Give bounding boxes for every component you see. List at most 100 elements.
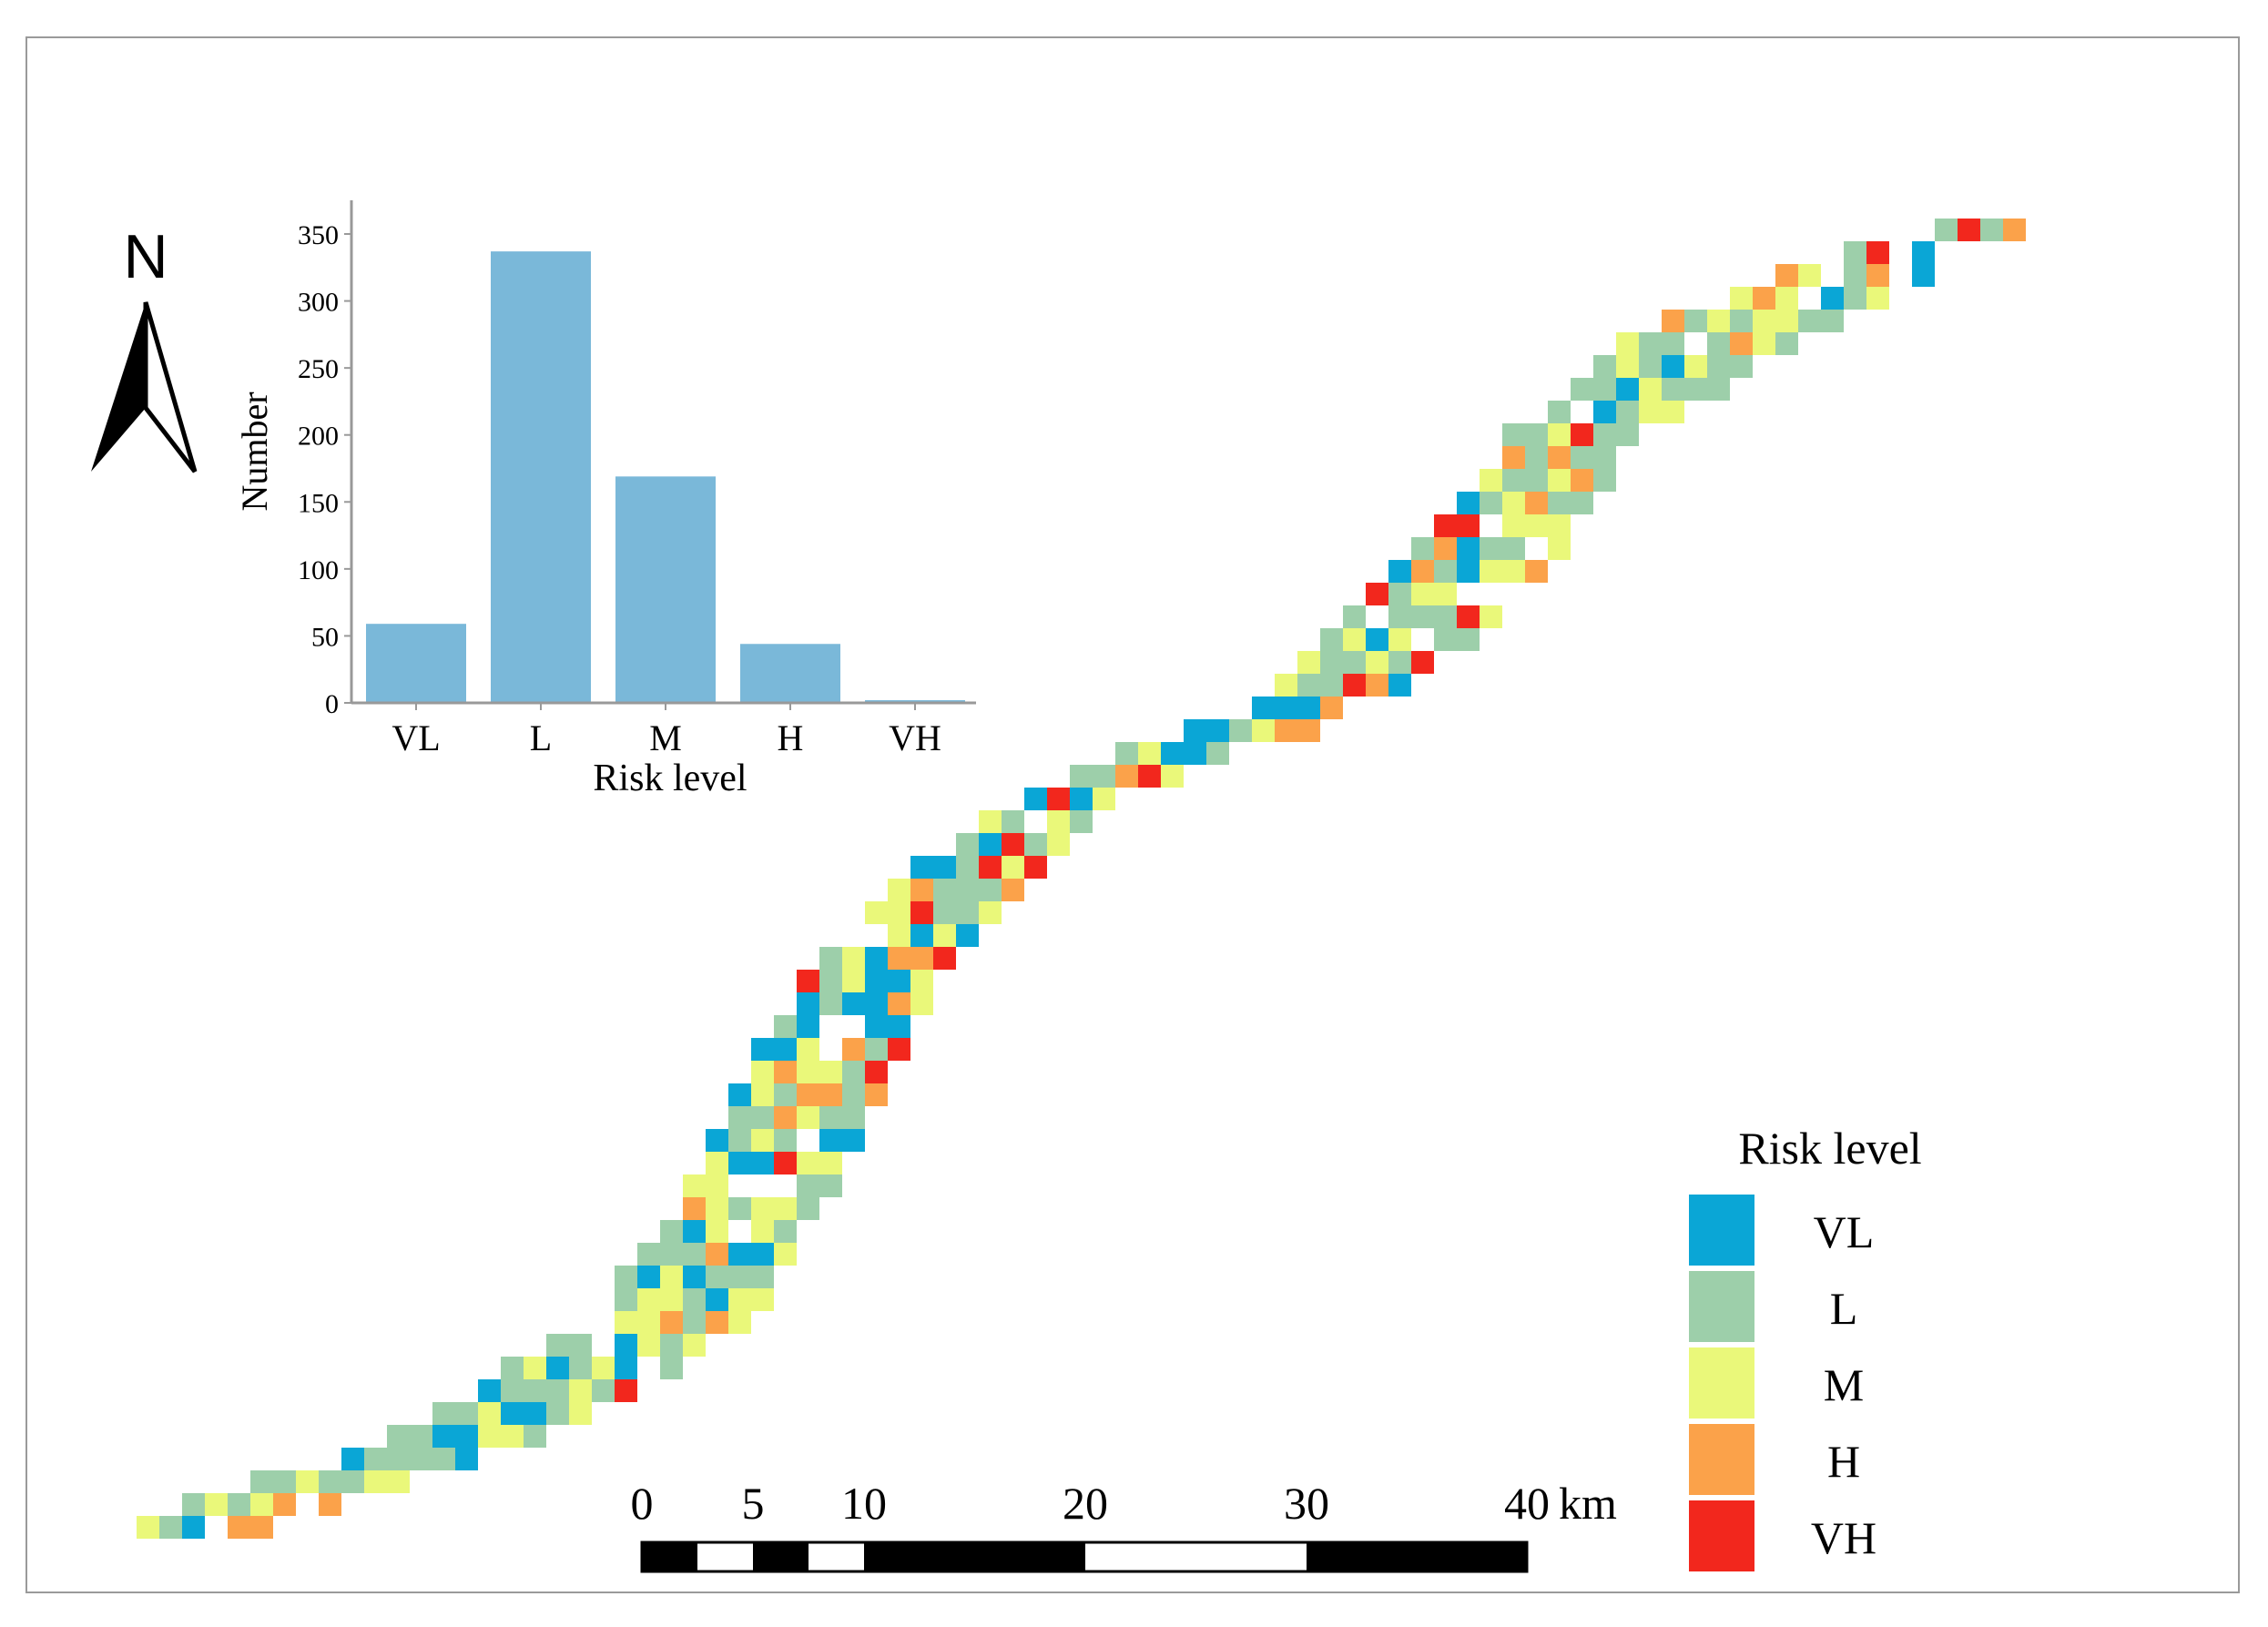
grid-cell — [706, 1266, 728, 1288]
grid-cell — [637, 1288, 660, 1311]
grid-cell — [660, 1334, 683, 1357]
north-label: N — [123, 222, 168, 291]
scale-bar: 0 5 10 20 30 40 km — [631, 1478, 1617, 1573]
grid-cell — [1093, 765, 1115, 788]
grid-cell — [1480, 469, 1502, 492]
grid-cell — [797, 1174, 819, 1197]
grid-cell — [1616, 355, 1639, 378]
grid-cell — [1844, 241, 1866, 264]
grid-cell — [1206, 742, 1229, 765]
grid-cell — [1320, 651, 1343, 674]
grid-cell — [1457, 537, 1480, 560]
grid-cell — [683, 1334, 706, 1357]
grid-cell — [1184, 742, 1206, 765]
grid-cell — [933, 901, 956, 924]
grid-cell — [797, 1015, 819, 1038]
grid-cell — [797, 992, 819, 1015]
grid-cell — [182, 1516, 205, 1539]
grid-cell — [1639, 332, 1662, 355]
grid-cell — [706, 1243, 728, 1266]
grid-cell — [273, 1493, 296, 1516]
grid-cell — [1002, 810, 1024, 833]
grid-cell — [1593, 378, 1616, 401]
legend-label-vl: VL — [1814, 1206, 1875, 1257]
grid-cell — [1571, 423, 1593, 446]
grid-cell — [819, 1106, 842, 1129]
grid-cell — [774, 1015, 797, 1038]
grid-cell — [1434, 628, 1457, 651]
grid-cell — [1753, 310, 1775, 332]
grid-cell — [478, 1402, 501, 1425]
grid-cell — [728, 1266, 751, 1288]
grid-cell — [751, 1106, 774, 1129]
y-tick-label: 100 — [298, 555, 339, 585]
grid-cell — [1775, 332, 1798, 355]
legend-swatch-l — [1689, 1271, 1754, 1342]
grid-cell — [546, 1334, 569, 1357]
grid-cell — [797, 1083, 819, 1106]
grid-cell — [1047, 810, 1070, 833]
grid-cell — [888, 879, 910, 901]
grid-cell — [364, 1470, 387, 1493]
grid-cell — [1502, 469, 1525, 492]
grid-cell — [1229, 719, 1252, 742]
grid-cell — [615, 1334, 637, 1357]
grid-cell — [1844, 287, 1866, 310]
grid-cell — [432, 1402, 455, 1425]
grid-cell — [569, 1379, 592, 1402]
scale-segment-5 — [864, 1542, 1085, 1571]
grid-cell — [1662, 310, 1684, 332]
grid-cell — [319, 1470, 341, 1493]
grid-cell — [660, 1220, 683, 1243]
grid-cell — [1548, 537, 1571, 560]
bar-l — [491, 251, 591, 703]
grid-cell — [524, 1425, 546, 1448]
grid-cell — [1821, 310, 1844, 332]
grid-cell — [774, 1038, 797, 1061]
grid-cell — [615, 1311, 637, 1334]
grid-cell — [1502, 560, 1525, 583]
grid-cell — [865, 970, 888, 992]
grid-cell — [1798, 264, 1821, 287]
grid-cell — [1297, 651, 1320, 674]
grid-cell — [842, 970, 865, 992]
grid-cell — [205, 1493, 228, 1516]
grid-cell — [1912, 264, 1935, 287]
x-axis-label: Risk level — [593, 758, 747, 799]
grid-cell — [615, 1379, 637, 1402]
x-tick-label: VH — [889, 717, 941, 758]
grid-cell — [1252, 697, 1275, 719]
grid-cell — [1707, 378, 1730, 401]
grid-cell — [706, 1288, 728, 1311]
grid-cell — [1593, 446, 1616, 469]
grid-cell — [1388, 651, 1411, 674]
grid-cell — [1275, 697, 1297, 719]
grid-cell — [250, 1493, 273, 1516]
grid-cell — [1206, 719, 1229, 742]
grid-cell — [501, 1402, 524, 1425]
grid-cell — [637, 1243, 660, 1266]
grid-cell — [1639, 355, 1662, 378]
grid-cell — [933, 856, 956, 879]
grid-cell — [1138, 765, 1161, 788]
grid-cell — [1343, 605, 1366, 628]
north-arrow-left-half — [91, 302, 146, 472]
y-tick-label: 300 — [298, 288, 339, 318]
grid-cell — [751, 1288, 774, 1311]
grid-cell — [1707, 332, 1730, 355]
grid-cell — [1502, 537, 1525, 560]
grid-cell — [728, 1083, 751, 1106]
grid-cell — [296, 1470, 319, 1493]
grid-cell — [797, 1152, 819, 1174]
grid-cell — [751, 1083, 774, 1106]
grid-cell — [546, 1357, 569, 1379]
grid-cell — [1775, 287, 1798, 310]
grid-cell — [1366, 583, 1388, 605]
grid-cell — [478, 1425, 501, 1448]
grid-cell — [1707, 310, 1730, 332]
grid-cell — [319, 1493, 341, 1516]
y-tick-label: 150 — [298, 488, 339, 518]
grid-cell — [1320, 674, 1343, 697]
grid-cell — [637, 1266, 660, 1288]
legend-swatch-h — [1689, 1424, 1754, 1495]
